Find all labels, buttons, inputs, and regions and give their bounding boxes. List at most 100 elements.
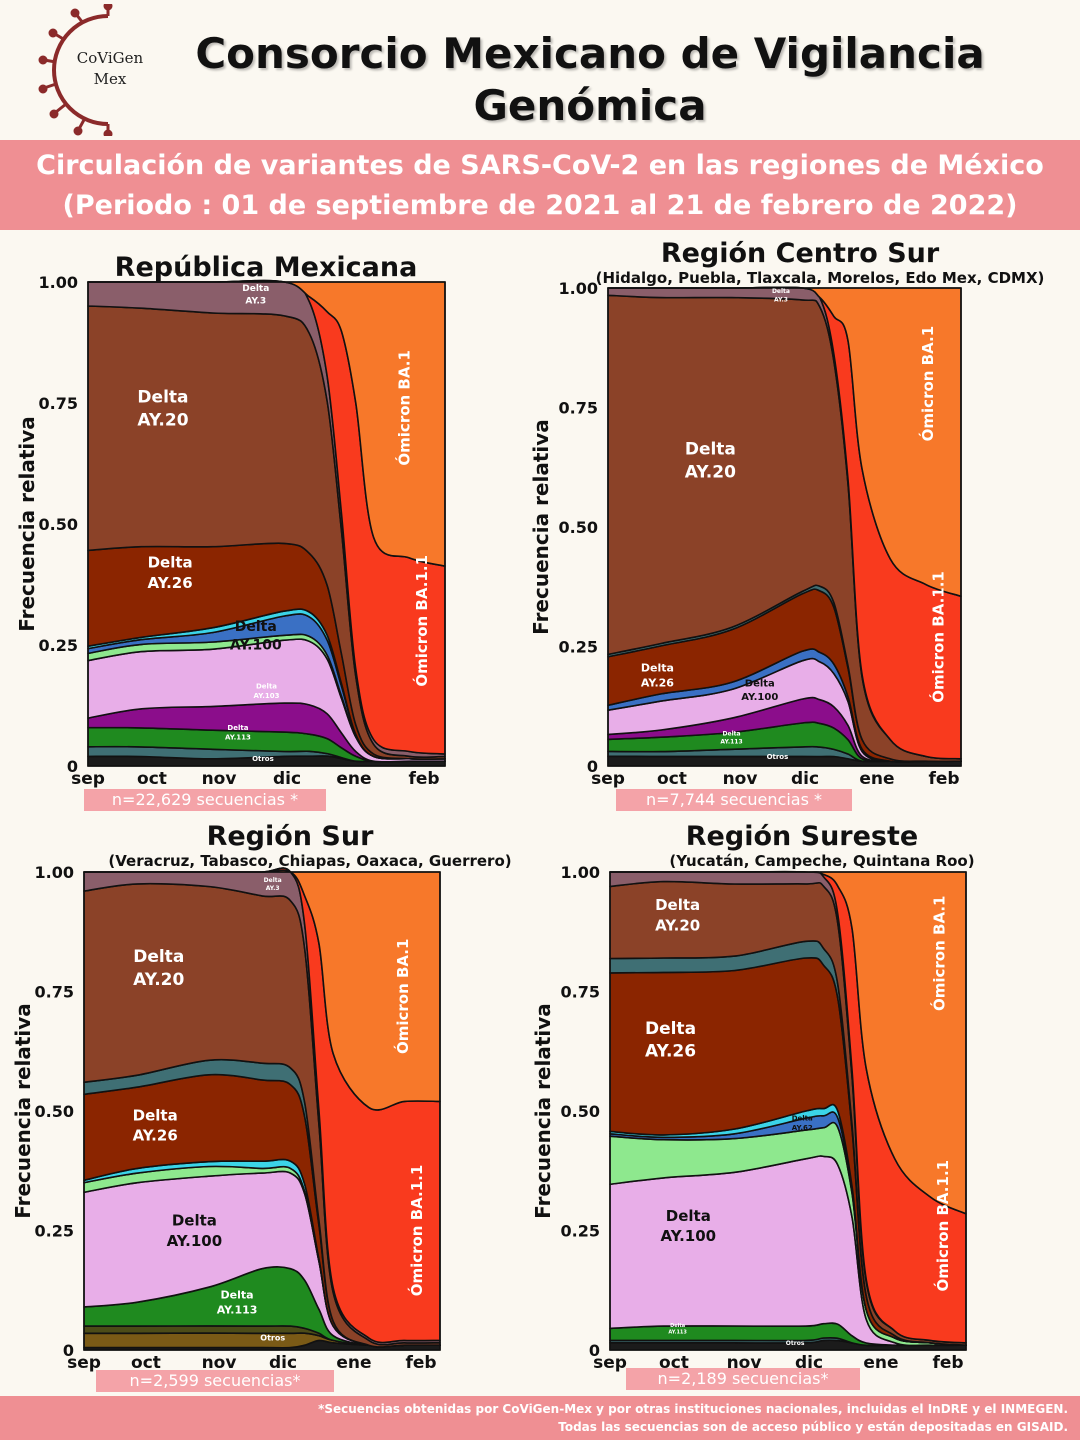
- x-tick-label: feb: [928, 769, 959, 789]
- series-label: Delta AY.20: [133, 947, 184, 990]
- y-tick-label: 0.50: [39, 515, 78, 534]
- chart-panel-3: Región Sur(Veracruz, Tabasco, Chiapas, O…: [11, 821, 512, 1392]
- x-tick-label: dic: [269, 1353, 297, 1373]
- y-tick-label: 0.25: [559, 638, 598, 657]
- y-tick-label: 0.25: [561, 1222, 600, 1241]
- x-tick-label: dic: [791, 769, 819, 789]
- series-label: Delta AY.100: [230, 619, 282, 654]
- series-label: Delta AY.113: [668, 1323, 687, 1336]
- banner-line1: Circulación de variantes de SARS-CoV-2 e…: [36, 150, 1044, 181]
- sample-size-label: n=7,744 secuencias *: [646, 790, 822, 809]
- series-label: Delta AY.3: [242, 284, 269, 306]
- logo-text-line2: Mex: [93, 70, 127, 88]
- series-label: Ómicron BA.1.1: [933, 1160, 952, 1292]
- series-label: Delta AY.26: [645, 1019, 696, 1062]
- main-title: Consorcio Mexicano de Vigilancia Genómic…: [190, 28, 990, 132]
- x-tick-label: sep: [591, 769, 625, 789]
- logo-text: CoViGen Mex: [70, 48, 150, 90]
- y-tick-label: 0: [589, 1341, 600, 1360]
- y-tick-label: 0.50: [561, 1102, 600, 1121]
- y-tick-label: 1.00: [559, 279, 598, 298]
- series-label: Ómicron BA.1.1: [407, 1165, 426, 1297]
- sample-size-box: [84, 789, 326, 811]
- series-label: Delta AY.103: [254, 683, 280, 700]
- series-label: Delta AY.113: [225, 724, 251, 741]
- panel-subtitle: (Veracruz, Tabasco, Chiapas, Oaxaca, Gue…: [108, 852, 511, 870]
- y-tick-label: 0.75: [561, 983, 600, 1002]
- plot-frame: [609, 871, 967, 1351]
- x-tick-label: nov: [723, 769, 758, 789]
- series-label: Delta AY.100: [167, 1212, 223, 1250]
- x-tick-label: ene: [336, 769, 371, 789]
- main-title-line1: Consorcio Mexicano de Vigilancia: [195, 29, 985, 78]
- x-tick-label: feb: [405, 1353, 436, 1373]
- covigen-logo: [38, 4, 113, 136]
- y-axis-label: Frecuencia relativa: [531, 1003, 555, 1219]
- series-label: Delta AY.100: [661, 1207, 717, 1245]
- panel-title: Región Centro Sur: [661, 238, 940, 269]
- subtitle-banner-text: Circulación de variantes de SARS-CoV-2 e…: [0, 146, 1080, 226]
- footer-banner: [0, 1396, 1080, 1440]
- series-label: Ómicron BA.1: [918, 326, 937, 441]
- y-tick-label: 0: [63, 1341, 74, 1360]
- x-tick-label: oct: [657, 769, 687, 789]
- y-tick-label: 0: [67, 757, 78, 776]
- series-label: Delta AY.3: [264, 877, 282, 892]
- chart-panel-1: República Mexicana 1.00 0.75 0.50 0.25 0 Frecu…: [15, 252, 446, 811]
- sample-size-box: [96, 1370, 334, 1392]
- footer-line1: *Secuencias obtenidas por CoViGen-Mex y …: [318, 1402, 1068, 1416]
- panel-title: Región Sur: [207, 821, 375, 852]
- x-tick-label: ene: [859, 769, 894, 789]
- plot-frame: [87, 281, 446, 767]
- logo-text-line1: CoViGen: [76, 49, 144, 67]
- series-label: Otros: [786, 1340, 805, 1347]
- x-tick-label: oct: [131, 1353, 161, 1373]
- panel-title: Región Sureste: [686, 821, 918, 852]
- series-label: Delta AY.26: [133, 1106, 178, 1144]
- series-label: Ómicron BA.1: [393, 939, 412, 1054]
- series-label: Delta AY.113: [217, 1289, 258, 1317]
- series-label: Otros: [767, 753, 789, 761]
- x-tick-label: nov: [202, 1353, 237, 1373]
- x-tick-label: sep: [593, 1353, 627, 1373]
- panel-subtitle: (Hidalgo, Puebla, Tlaxcala, Morelos, Edo…: [596, 269, 1045, 287]
- series-label: Otros: [252, 755, 274, 763]
- series-label: Delta AY.26: [641, 662, 674, 690]
- series-label: Delta AY.20: [655, 896, 700, 934]
- footer-text: *Secuencias obtenidas por CoViGen-Mex y …: [8, 1400, 1068, 1436]
- series-label: Delta AY.3: [772, 288, 790, 303]
- main-title-line2: Genómica: [473, 81, 707, 130]
- series-label: Delta AY.20: [685, 440, 736, 483]
- plot-frame: [607, 287, 962, 767]
- y-axis-label: Frecuencia relativa: [11, 1003, 35, 1219]
- y-tick-label: 0: [587, 757, 598, 776]
- footer-line2: Todas las secuencias son de acceso públi…: [558, 1420, 1068, 1434]
- y-tick-label: 0.25: [35, 1222, 74, 1241]
- series-label: Delta AY.26: [148, 554, 193, 592]
- series-label: Delta AY.113: [720, 730, 742, 745]
- y-tick-label: 1.00: [39, 273, 78, 292]
- series-label: Delta AY.62: [792, 1115, 813, 1132]
- chart-panel-2: Región Centro Sur(Hidalgo, Puebla, Tlaxc…: [529, 238, 1044, 811]
- subtitle-banner: [0, 140, 1080, 230]
- y-tick-label: 0.50: [35, 1102, 74, 1121]
- x-tick-label: dic: [273, 769, 301, 789]
- y-tick-label: 0.75: [39, 394, 78, 413]
- y-tick-label: 0.50: [559, 518, 598, 537]
- y-tick-label: 1.00: [35, 863, 74, 882]
- series-label: Delta AY.20: [137, 387, 188, 430]
- x-tick-label: feb: [932, 1353, 963, 1373]
- panel-title: República Mexicana: [115, 252, 418, 283]
- series-label: Otros: [260, 1333, 285, 1342]
- banner-line2: (Periodo : 01 de septiembre de 2021 al 2…: [62, 190, 1018, 221]
- y-axis-label: Frecuencia relativa: [529, 419, 553, 635]
- x-tick-label: nov: [202, 769, 237, 789]
- sample-size-label: n=22,629 secuencias *: [112, 790, 298, 809]
- series-label: Ómicron BA.1: [394, 350, 413, 465]
- series-label: Ómicron BA.1: [930, 896, 949, 1011]
- y-tick-label: 0.75: [559, 399, 598, 418]
- sample-size-box: [616, 789, 852, 811]
- x-tick-label: sep: [67, 1353, 101, 1373]
- chart-panel-4: Región Sureste(Yucatán, Campeche, Quinta…: [531, 821, 975, 1390]
